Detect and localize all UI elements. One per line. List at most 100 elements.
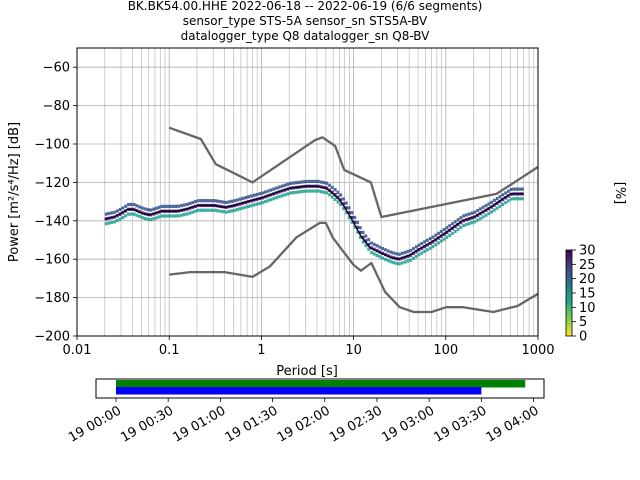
histogram-cell	[428, 246, 432, 250]
histogram-cell	[512, 197, 516, 201]
histogram-cell	[403, 260, 407, 264]
timeline-tick-label: 19 00:30	[118, 403, 176, 445]
histogram-cell	[506, 199, 510, 203]
x-tick-label: 10	[345, 343, 362, 358]
histogram-cell	[384, 248, 387, 252]
histogram-cell	[339, 202, 343, 207]
histogram-cell	[180, 213, 183, 217]
histogram-cell	[222, 200, 225, 204]
histogram-cell	[437, 231, 440, 235]
histogram-cell	[241, 206, 245, 210]
histogram-cell	[129, 212, 133, 216]
grid	[77, 48, 538, 336]
histogram-cell	[160, 214, 164, 218]
histogram-cell	[434, 238, 438, 242]
histogram-cell	[353, 220, 357, 224]
histogram-cell	[342, 197, 345, 201]
histogram-cell	[115, 209, 119, 213]
histogram-cell	[303, 180, 306, 184]
histogram-cell	[470, 211, 474, 215]
histogram-cell	[113, 210, 116, 214]
histogram-cell	[330, 195, 334, 199]
histogram-cell	[398, 262, 401, 266]
colorbar-tick-label: 20	[579, 272, 596, 287]
histogram-cell	[236, 207, 239, 212]
timeline-tick-label: 19 03:00	[379, 403, 437, 445]
histogram-cell	[484, 208, 488, 213]
histogram-cell	[423, 249, 426, 254]
histogram-cell	[129, 202, 133, 207]
histogram-cell	[490, 205, 493, 209]
histogram-cell	[367, 238, 371, 242]
histogram-cell	[384, 257, 387, 262]
histogram-cell	[448, 224, 452, 228]
chart-title-line-1: BK.BK54.00.HHE 2022-06-18 -- 2022-06-19 …	[128, 0, 483, 13]
histogram-cell	[476, 213, 480, 217]
histogram-cell	[431, 240, 435, 244]
histogram-cell	[451, 231, 454, 235]
histogram-cell	[358, 230, 362, 235]
histogram-cell	[227, 200, 231, 204]
histogram-band	[104, 179, 524, 266]
x-tick-label: 100	[433, 343, 458, 358]
timeline-bars	[116, 380, 526, 395]
histogram-cell	[344, 201, 348, 205]
histogram-cell	[230, 209, 234, 213]
histogram-cell	[252, 203, 256, 207]
colorbar-label: [%]	[612, 182, 627, 205]
histogram-cell	[420, 241, 424, 246]
histogram-cell	[423, 240, 426, 244]
histogram-cell	[506, 194, 510, 198]
histogram-cell	[347, 206, 351, 210]
histogram-cell	[495, 206, 499, 210]
histogram-cell	[431, 245, 435, 249]
x-axis-label: Period [s]	[276, 364, 338, 379]
histogram-cell	[448, 233, 452, 237]
histogram-cell	[283, 183, 287, 187]
histogram-cell	[428, 237, 432, 241]
histogram-cell	[210, 208, 214, 212]
histogram-cell	[333, 188, 337, 192]
histogram-cell	[224, 200, 228, 205]
histogram-cell	[247, 204, 250, 208]
histogram-cell	[177, 204, 181, 208]
histogram-cell	[353, 215, 357, 220]
histogram-cell	[437, 236, 440, 240]
histogram-cell	[504, 201, 507, 205]
histogram-cell	[280, 184, 284, 188]
histogram-cell	[213, 199, 217, 203]
histogram-cell	[135, 213, 139, 217]
histogram-cell	[375, 253, 379, 258]
histogram-cell	[219, 209, 223, 213]
histogram-cell	[104, 212, 108, 216]
histogram-cell	[353, 225, 357, 229]
histogram-cell	[291, 191, 295, 195]
histogram-cell	[378, 245, 382, 249]
histogram-cell	[124, 214, 128, 218]
histogram-cell	[325, 186, 329, 190]
colorbar-tick-label: 15	[579, 287, 596, 302]
histogram-cell	[255, 202, 259, 206]
histogram-cell	[406, 259, 410, 263]
histogram-cell	[417, 253, 421, 257]
histogram-cell	[339, 198, 343, 202]
y-tick-label: −100	[34, 138, 70, 153]
histogram-cell	[364, 239, 368, 243]
histogram-cell	[196, 208, 200, 212]
histogram-cell	[439, 234, 443, 238]
histogram-cell	[104, 222, 108, 226]
histogram-cell	[107, 211, 111, 216]
low-noise-model-line	[169, 221, 538, 314]
histogram-cell	[149, 208, 153, 212]
histogram-cell	[492, 198, 496, 203]
histogram-cell	[367, 247, 371, 251]
histogram-cell	[180, 204, 183, 208]
histogram-cell	[275, 186, 278, 190]
timeline-bar	[116, 387, 482, 395]
colorbar-tick-label: 30	[579, 244, 596, 259]
histogram-cell	[157, 215, 161, 219]
histogram-cell	[300, 180, 304, 184]
histogram-cell	[462, 223, 466, 228]
histogram-cell	[339, 193, 343, 197]
